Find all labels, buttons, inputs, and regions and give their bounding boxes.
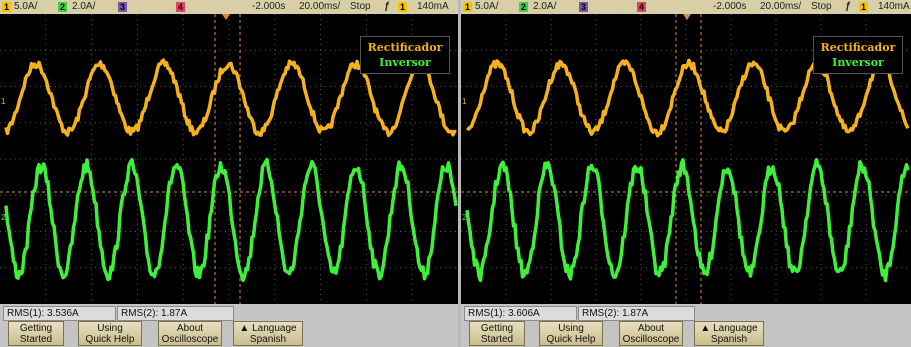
softkey-line1: Using: [540, 323, 602, 334]
trigger-marker: [683, 14, 691, 20]
legend-rectifier: Rectificador: [814, 40, 902, 55]
channel-2-trace: [6, 160, 456, 281]
measurement: RMS(1): 3.536A: [3, 306, 116, 321]
softkey-line2: Quick Help: [540, 334, 602, 345]
softkey-line2: Oscilloscope: [620, 334, 682, 345]
channel-2-indicator: 2: [58, 2, 67, 12]
softkey-line2: Started: [9, 334, 63, 345]
channel-1-indicator: 1: [463, 2, 472, 12]
channel-1-scale: 5.0A/: [14, 0, 37, 14]
channel-2-ground-marker: 2: [1, 213, 6, 222]
softkey-line1: ▲ Language: [234, 323, 302, 334]
oscilloscope-screens: 15.0A/22.0A/34-2.000s20.00ms/Stopƒ1140mA…: [0, 0, 911, 347]
softkey-line1: Getting: [9, 323, 63, 334]
channel-2-scale: 2.0A/: [72, 0, 95, 14]
channel-1-ground-marker: 1: [462, 97, 467, 106]
measurement: RMS(2): 1.87A: [578, 306, 695, 321]
channel-2-indicator: 2: [519, 2, 528, 12]
channel-3-indicator: 3: [118, 2, 127, 12]
softkey-line2: Started: [470, 334, 524, 345]
measurement: RMS(2): 1.87A: [117, 306, 234, 321]
softkey-line1: About: [620, 323, 682, 334]
channel-2-trace: [467, 160, 908, 281]
delay: -2.000s: [252, 0, 285, 14]
run-state: Stop: [811, 0, 832, 14]
legend-rectifier: Rectificador: [361, 40, 449, 55]
softkey-line1: ▲ Language: [695, 323, 763, 334]
softkey-line2: Spanish: [695, 334, 763, 345]
channel-4-indicator: 4: [637, 2, 646, 12]
legend-inverter: Inversor: [361, 55, 449, 70]
timebase: 20.00ms/: [760, 0, 801, 14]
softkey-line2: Oscilloscope: [159, 334, 221, 345]
softkey-line2: Spanish: [234, 334, 302, 345]
softkey-line1: Getting: [470, 323, 524, 334]
run-state: Stop: [350, 0, 371, 14]
trigger-source: 1: [398, 2, 407, 12]
trigger-level: 140mA: [417, 0, 449, 14]
softkey-line1: Using: [79, 323, 141, 334]
delay: -2.000s: [713, 0, 746, 14]
channel-2-scale: 2.0A/: [533, 0, 556, 14]
timebase: 20.00ms/: [299, 0, 340, 14]
channel-3-indicator: 3: [579, 2, 588, 12]
channel-1-indicator: 1: [2, 2, 11, 12]
channel-2-ground-marker: 2: [462, 213, 467, 222]
channel-1-scale: 5.0A/: [475, 0, 498, 14]
trigger-slope-icon: ƒ: [845, 0, 851, 14]
softkey-line2: Quick Help: [79, 334, 141, 345]
legend-inverter: Inversor: [814, 55, 902, 70]
softkey-line1: About: [159, 323, 221, 334]
trigger-level: 140mA: [878, 0, 910, 14]
channel-4-indicator: 4: [176, 2, 185, 12]
trigger-slope-icon: ƒ: [384, 0, 390, 14]
measurement: RMS(1): 3.606A: [464, 306, 577, 321]
channel-1-ground-marker: 1: [1, 97, 6, 106]
trigger-source: 1: [859, 2, 868, 12]
